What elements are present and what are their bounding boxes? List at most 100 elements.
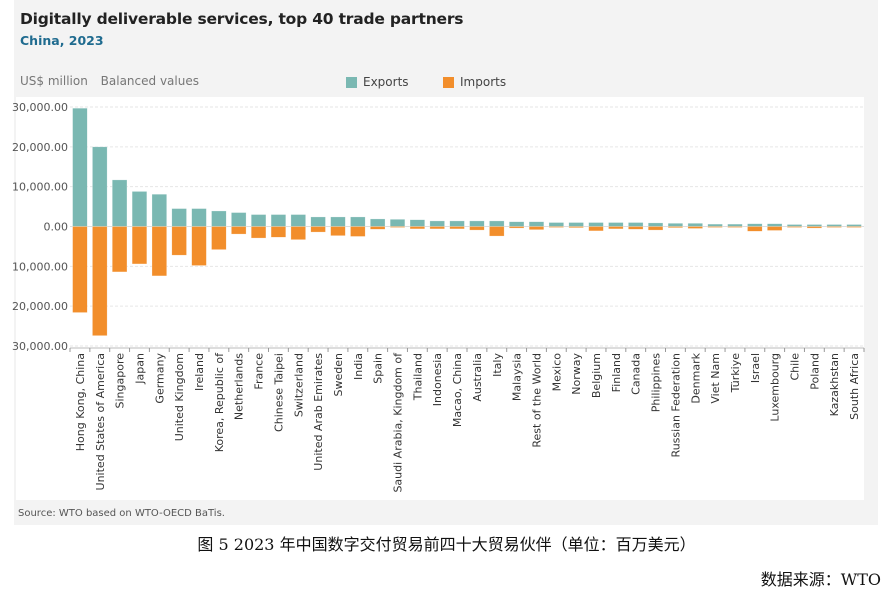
bar-exports <box>628 222 644 227</box>
data-source-note: 数据来源：WTO <box>760 570 881 589</box>
x-tick-label: Thailand <box>411 353 424 401</box>
bar-exports <box>528 221 545 227</box>
x-tick-label: Viet Nam <box>709 353 722 404</box>
bar-exports <box>92 146 108 227</box>
x-tick-label: Singapore <box>114 353 127 409</box>
bar-exports <box>568 222 584 227</box>
x-tick-label: Ireland <box>193 353 206 391</box>
bar-imports <box>211 226 227 250</box>
x-tick-label: United Kingdom <box>173 353 186 441</box>
x-tick-label: Japan <box>133 353 146 385</box>
x-tick-label: Malaysia <box>511 353 524 401</box>
x-tick-label: France <box>253 353 266 390</box>
bar-exports <box>211 210 227 227</box>
bar-exports <box>786 224 803 227</box>
bar-imports <box>310 226 326 233</box>
legend-label-imports: Imports <box>460 75 507 89</box>
bar-imports <box>92 226 108 336</box>
bar-imports <box>826 226 842 228</box>
bar-imports <box>647 226 664 231</box>
bar-exports <box>826 224 842 227</box>
unit-label: US$ million <box>20 74 88 88</box>
bar-exports <box>191 208 207 227</box>
bar-exports <box>469 220 485 227</box>
bar-exports <box>509 221 525 227</box>
bar-exports <box>647 222 664 227</box>
bar-exports <box>727 223 743 227</box>
legend-swatch-exports <box>346 76 357 88</box>
x-tick-label: Hong Kong, China <box>74 353 87 451</box>
chart-title: Digitally deliverable services, top 40 t… <box>20 10 464 28</box>
x-tick-label: Netherlands <box>233 353 246 420</box>
bar-imports <box>846 226 862 228</box>
source-note: Source: WTO based on WTO-OECD BaTis. <box>18 508 225 519</box>
bar-imports <box>409 226 425 230</box>
legend-label-exports: Exports <box>363 75 409 89</box>
bar-imports <box>509 226 525 229</box>
bar-imports <box>72 226 88 313</box>
bar-imports <box>151 226 167 277</box>
bar-exports <box>250 214 267 227</box>
bar-exports <box>489 220 505 227</box>
bar-exports <box>270 214 287 227</box>
bar-imports <box>628 226 644 230</box>
bar-exports <box>429 220 445 227</box>
bar-imports <box>350 226 366 237</box>
x-tick-label: Kazakhstan <box>828 353 841 416</box>
bar-imports <box>389 226 406 228</box>
bar-exports <box>667 223 684 227</box>
bar-imports <box>687 226 703 229</box>
bar-imports <box>548 226 564 228</box>
x-tick-label: Chile <box>789 353 802 381</box>
legend-exports[interactable]: Exports <box>346 75 409 89</box>
y-tick-label: 30,000.00 <box>12 340 68 353</box>
bar-imports <box>806 226 822 229</box>
x-tick-label: Rest of the World <box>530 353 543 448</box>
x-tick-label: Russian Federation <box>669 353 682 457</box>
x-tick-label: Australia <box>471 353 484 402</box>
x-tick-label: United States of America <box>94 353 107 490</box>
bar-exports <box>767 223 783 227</box>
x-tick-label: Israel <box>749 353 762 383</box>
bar-imports <box>767 226 783 231</box>
bar-exports <box>350 216 366 227</box>
x-tick-label: Korea, Republic of <box>213 352 226 452</box>
bar-exports <box>389 219 406 227</box>
bar-imports <box>667 226 684 228</box>
bar-exports <box>112 179 128 227</box>
bar-imports <box>330 226 346 236</box>
x-tick-label: Indonesia <box>431 353 444 406</box>
bar-exports <box>310 216 326 227</box>
plot-area <box>16 97 864 500</box>
bar-exports <box>747 223 763 227</box>
x-tick-label: Belgium <box>590 353 603 398</box>
bar-imports <box>270 226 287 238</box>
chart-subtitle: China, 2023 <box>20 33 104 48</box>
bar-imports <box>370 226 386 230</box>
x-tick-label: Italy <box>491 353 504 377</box>
figure-caption: 图 5 2023 年中国数字交付贸易前四十大贸易伙伴（单位：百万美元） <box>197 535 696 554</box>
bar-imports <box>250 226 267 239</box>
bar-imports <box>786 226 803 228</box>
unit-label-row: US$ million Balanced values <box>20 74 208 88</box>
bar-imports <box>747 226 763 232</box>
x-tick-label: Canada <box>630 353 643 395</box>
x-tick-label: Germany <box>153 353 166 404</box>
legend-swatch-imports <box>443 76 454 88</box>
x-tick-label: Sweden <box>332 353 345 396</box>
x-tick-label: Denmark <box>689 352 702 403</box>
x-tick-label: South Africa <box>848 353 861 420</box>
y-tick-label: 20,000.00 <box>12 300 68 313</box>
bar-imports <box>588 226 604 232</box>
x-tick-label: Luxembourg <box>769 353 782 422</box>
x-tick-label: Philippines <box>650 353 663 413</box>
bar-imports <box>131 226 148 265</box>
bar-exports <box>409 219 425 227</box>
bar-exports <box>72 107 88 227</box>
bar-imports <box>489 226 505 237</box>
x-tick-label: Switzerland <box>292 353 305 417</box>
legend-imports[interactable]: Imports <box>443 75 506 89</box>
bar-imports <box>528 226 545 230</box>
y-tick-label: 0.00 <box>44 221 69 234</box>
y-tick-label: 10,000.00 <box>12 181 68 194</box>
